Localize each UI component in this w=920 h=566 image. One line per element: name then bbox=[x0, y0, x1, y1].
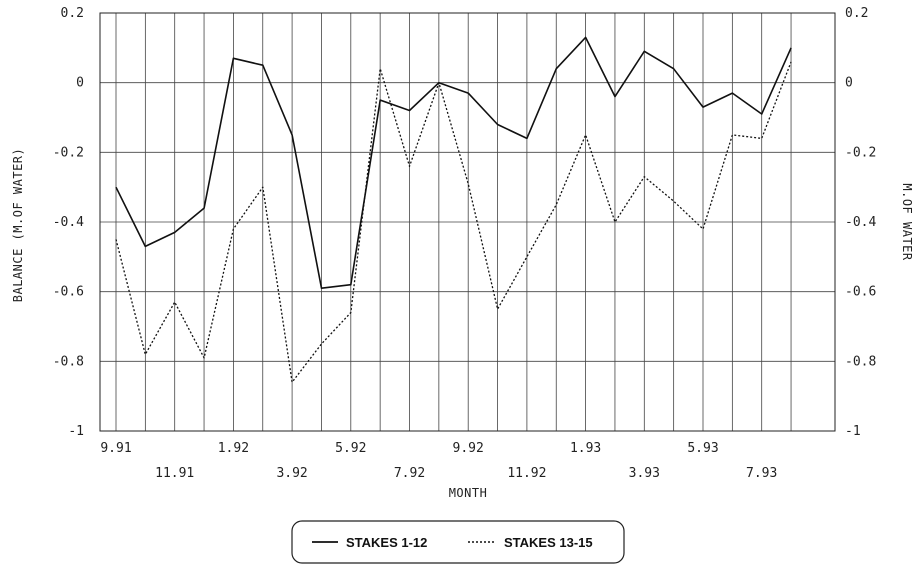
y-tick-label-left: 0 bbox=[76, 76, 84, 91]
x-tick-label: 7.93 bbox=[746, 466, 777, 481]
x-tick-label: 9.92 bbox=[453, 441, 484, 456]
x-axis-tick-labels: 9.91 1.92 5.92 9.92 1.93 5.93 11.91 3.92 7.92 11.… bbox=[100, 441, 777, 481]
x-tick-label: 9.91 bbox=[100, 441, 131, 456]
x-tick-label: 11.91 bbox=[155, 466, 194, 481]
series-line-stakes-13-15 bbox=[115, 61, 792, 383]
x-tick-label: 1.92 bbox=[218, 441, 249, 456]
y-tick-label-right: 0 bbox=[845, 76, 853, 91]
y-tick-label-left: -0.2 bbox=[53, 145, 84, 160]
y-tick-label-left: -0.6 bbox=[53, 285, 84, 300]
legend-box bbox=[291, 520, 625, 564]
y-axis-right-tick-labels: 0.2 0 -0.2 -0.4 -0.6 -0.8 -1 bbox=[845, 6, 876, 439]
x-tick-label: 5.93 bbox=[687, 441, 718, 456]
y-tick-label-left: -0.4 bbox=[53, 215, 84, 230]
x-axis-title: MONTH bbox=[449, 486, 488, 500]
y-tick-label-left: -0.8 bbox=[53, 354, 84, 369]
chart-series-lines bbox=[115, 36, 792, 383]
x-tick-label: 5.92 bbox=[335, 441, 366, 456]
x-tick-label: 7.92 bbox=[394, 466, 425, 481]
chart-gridlines bbox=[100, 12, 835, 432]
y-tick-label-right: -1 bbox=[845, 424, 861, 439]
y-axis-left-tick-labels: 0.2 0 -0.2 -0.4 -0.6 -0.8 -1 bbox=[53, 6, 84, 439]
y-tick-label-right: -0.4 bbox=[845, 215, 876, 230]
series-line-stakes-1-12 bbox=[115, 36, 792, 290]
y-tick-label-right: 0.2 bbox=[845, 6, 868, 21]
x-tick-label: 11.92 bbox=[507, 466, 546, 481]
y-tick-label-left: -1 bbox=[68, 424, 84, 439]
y-tick-label-right: -0.8 bbox=[845, 354, 876, 369]
y-tick-label-right: -0.2 bbox=[845, 145, 876, 160]
y-tick-label-right: -0.6 bbox=[845, 285, 876, 300]
legend-label-stakes-13-15: STAKES 13-15 bbox=[504, 535, 593, 550]
x-tick-label: 3.93 bbox=[629, 466, 660, 481]
x-tick-label: 1.93 bbox=[570, 441, 601, 456]
y-axis-right-title: M.OF WATER bbox=[900, 183, 914, 261]
chart-legend: STAKES 1-12 STAKES 13-15 bbox=[291, 520, 625, 564]
x-tick-label: 3.92 bbox=[276, 466, 307, 481]
y-axis-left-title: BALANCE (M.OF WATER) bbox=[11, 148, 25, 303]
y-tick-label-left: 0.2 bbox=[61, 6, 84, 21]
legend-label-stakes-1-12: STAKES 1-12 bbox=[346, 535, 427, 550]
plot-area-frame bbox=[99, 12, 836, 432]
